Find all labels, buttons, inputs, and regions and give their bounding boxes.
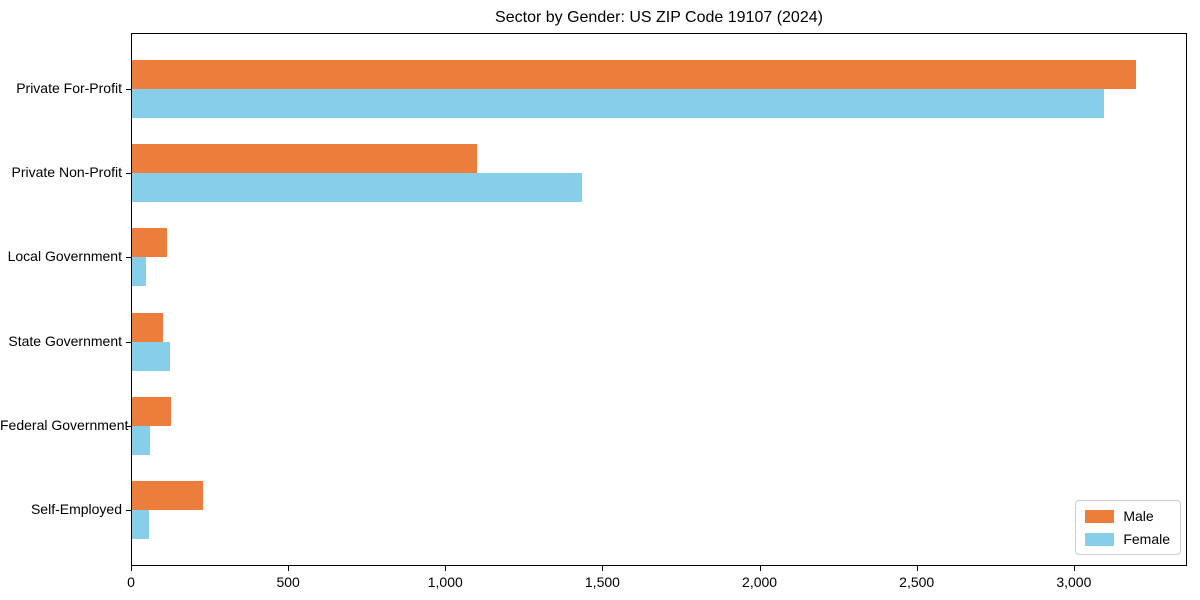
y-tick-mark bbox=[126, 341, 131, 343]
y-tick-mark bbox=[126, 257, 131, 259]
y-axis-labels: Private For-Profit Private Non-Profit Loca… bbox=[0, 33, 129, 566]
x-tick-label: 1,000 bbox=[427, 574, 463, 590]
x-tick-mark bbox=[445, 566, 447, 571]
male-color-swatch bbox=[1085, 509, 1115, 523]
legend-label-female: Female bbox=[1123, 531, 1170, 547]
x-tick-mark bbox=[1073, 566, 1075, 571]
legend-label-male: Male bbox=[1123, 508, 1154, 524]
legend-item-male: Male bbox=[1085, 508, 1170, 524]
bar-female-bottom-4 bbox=[132, 425, 150, 455]
y-tick-mark bbox=[126, 173, 131, 175]
x-tick-label: 2,500 bbox=[899, 574, 935, 590]
bar-male-top-0 bbox=[132, 60, 1136, 89]
bar-male-top-1 bbox=[132, 144, 478, 174]
x-tick-mark bbox=[602, 566, 604, 571]
y-tick-mark bbox=[126, 425, 131, 427]
bar-female-bottom-3 bbox=[132, 341, 170, 371]
x-tick-mark bbox=[288, 566, 290, 571]
bar-female-bottom-2 bbox=[132, 257, 147, 287]
y-tick-label: Federal Government bbox=[0, 416, 129, 433]
y-tick-label: Private Non-Profit bbox=[11, 164, 122, 181]
legend: Male Female bbox=[1075, 500, 1181, 555]
y-tick-label: Local Government bbox=[7, 248, 122, 265]
x-tick-label: 500 bbox=[276, 574, 300, 590]
x-tick-label: 3,000 bbox=[1056, 574, 1092, 590]
y-tick-label: Private For-Profit bbox=[16, 80, 122, 96]
y-tick-label: Self-Employed bbox=[30, 501, 122, 517]
y-tick-label: State Government bbox=[8, 332, 122, 349]
x-tick-label: 0 bbox=[127, 574, 135, 590]
x-tick-label: 1,500 bbox=[584, 574, 620, 590]
x-tick-label: 2,000 bbox=[742, 574, 778, 590]
x-tick-mark bbox=[131, 566, 132, 571]
legend-item-female: Female bbox=[1085, 531, 1170, 547]
x-axis: 0 500 1,000 1,500 2,000 2,500 3,000 bbox=[127, 566, 1187, 596]
bar-male-top-3 bbox=[132, 312, 164, 342]
bar-female-bottom-0 bbox=[132, 89, 1105, 118]
x-tick-mark bbox=[916, 566, 918, 571]
bar-male-top-2 bbox=[132, 228, 167, 258]
bar-male-top-5 bbox=[132, 481, 203, 510]
bar-female-bottom-1 bbox=[132, 173, 583, 203]
y-tick-mark bbox=[126, 510, 131, 511]
bar-male-top-4 bbox=[132, 396, 172, 426]
female-color-swatch bbox=[1085, 532, 1115, 546]
y-tick-mark bbox=[126, 89, 131, 90]
chart-title: Sector by Gender: US ZIP Code 19107 (202… bbox=[495, 9, 823, 26]
x-tick-mark bbox=[759, 566, 761, 571]
plot-area: Male Female bbox=[126, 33, 1187, 566]
bar-female-bottom-5 bbox=[132, 510, 150, 539]
